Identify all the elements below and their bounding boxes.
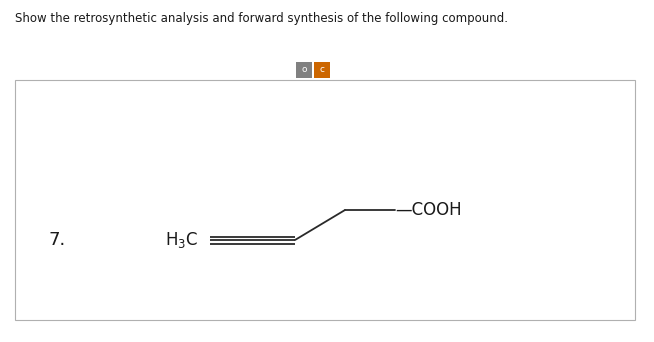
Text: c: c: [320, 66, 324, 75]
Text: H$_3$C: H$_3$C: [165, 230, 198, 250]
Text: o: o: [301, 66, 307, 75]
Text: Show the retrosynthetic analysis and forward synthesis of the following compound: Show the retrosynthetic analysis and for…: [15, 12, 508, 25]
Bar: [15, 80, 635, 320]
Bar: [314, 62, 330, 78]
Text: 7.: 7.: [48, 231, 65, 249]
Text: —COOH: —COOH: [395, 201, 462, 219]
Bar: [296, 62, 312, 78]
